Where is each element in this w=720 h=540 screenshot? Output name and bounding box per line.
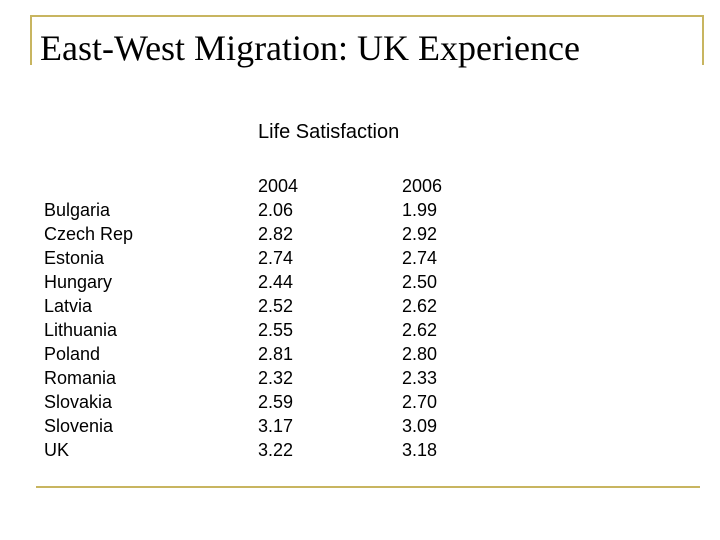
value-2006-cell: 2.80 [402, 344, 438, 364]
country-cell: Lithuania [44, 320, 118, 340]
year-2004-column: 2004 2.06 2.82 2.74 2.44 2.52 2.55 2.81 2.32 2.5… [258, 174, 298, 462]
value-2006-cell: 3.18 [402, 440, 438, 460]
value-2004-cell: 3.22 [258, 440, 294, 460]
country-cell: Hungary [44, 272, 113, 292]
country-cell: Estonia [44, 248, 105, 268]
value-2004-cell: 2.82 [258, 224, 294, 244]
year-header-2004: 2004 [258, 176, 299, 196]
country-cell: Poland [44, 344, 101, 364]
value-2004-cell: 2.52 [258, 296, 294, 316]
year-header-2006: 2006 [402, 176, 443, 196]
country-cell: Slovakia [44, 392, 113, 412]
left-border-line [30, 15, 32, 65]
country-column: Bulgaria Czech Rep Estonia Hungary Latvia Lit… [44, 198, 133, 462]
country-cell: Romania [44, 368, 117, 388]
value-2006-cell: 2.92 [402, 224, 438, 244]
value-2006-cell: 2.33 [402, 368, 438, 388]
value-2004-cell: 2.74 [258, 248, 294, 268]
top-border-line [30, 15, 704, 17]
country-cell: Slovenia [44, 416, 114, 436]
value-2006-cell: 2.74 [402, 248, 438, 268]
value-2004-cell: 2.06 [258, 200, 294, 220]
value-2004-cell: 2.59 [258, 392, 294, 412]
value-2006-cell: 2.62 [402, 296, 438, 316]
value-2004-cell: 2.81 [258, 344, 294, 364]
value-2004-cell: 2.44 [258, 272, 294, 292]
year-2006-column: 2006 1.99 2.92 2.74 2.50 2.62 2.62 2.80 2.33 2.7… [402, 174, 442, 462]
value-2006-cell: 2.62 [402, 320, 438, 340]
value-2004-cell: 2.55 [258, 320, 294, 340]
slide-title: East-West Migration: UK Experience [40, 28, 580, 68]
value-2006-cell: 2.50 [402, 272, 438, 292]
right-border-line [702, 15, 704, 65]
country-cell: Czech Rep [44, 224, 134, 244]
value-2004-cell: 2.32 [258, 368, 294, 388]
table-heading: Life Satisfaction [258, 121, 400, 143]
country-cell: Bulgaria [44, 200, 111, 220]
country-cell: UK [44, 440, 70, 460]
bottom-border-line [36, 486, 700, 488]
value-2006-cell: 3.09 [402, 416, 438, 436]
country-cell: Latvia [44, 296, 93, 316]
value-2004-cell: 3.17 [258, 416, 294, 436]
value-2006-cell: 2.70 [402, 392, 438, 412]
value-2006-cell: 1.99 [402, 200, 438, 220]
